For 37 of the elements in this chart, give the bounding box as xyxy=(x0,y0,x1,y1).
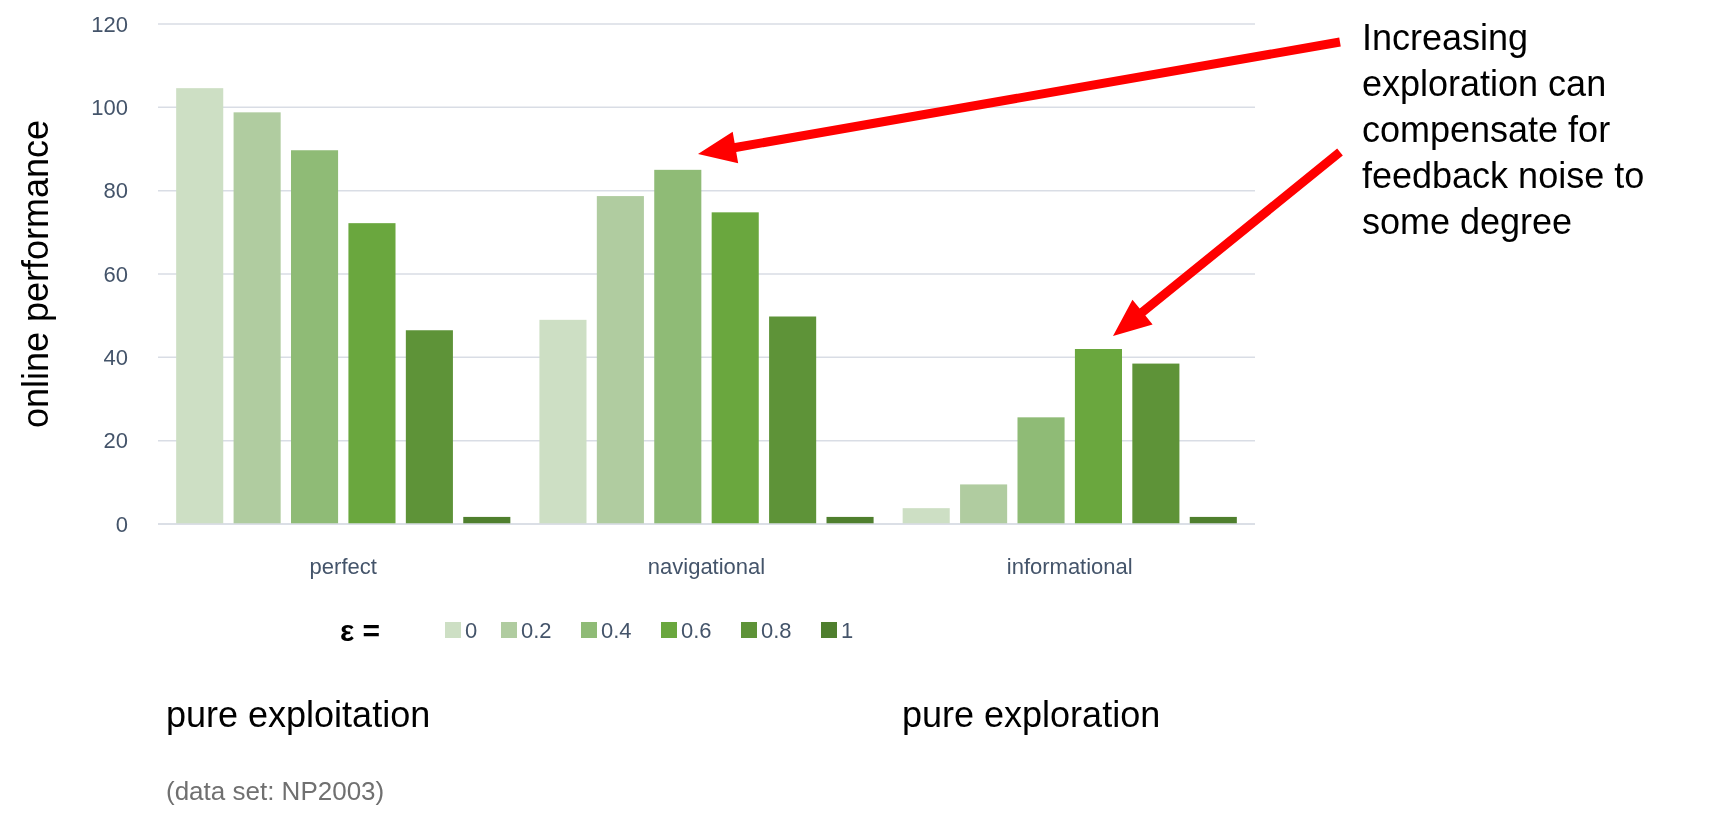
legend-label: 0.2 xyxy=(521,617,552,643)
y-tick-label: 120 xyxy=(91,11,128,37)
text: pure exploitation xyxy=(166,694,431,735)
text: (data set: NP2003) xyxy=(166,776,385,806)
y-axis-title: online performance xyxy=(15,119,56,429)
bar xyxy=(769,316,817,524)
bar xyxy=(1017,417,1065,524)
bar xyxy=(1132,363,1180,524)
text: Increasing exploration can compensate for feedback noise to some degree xyxy=(1362,17,1645,242)
bar xyxy=(348,223,396,524)
bar xyxy=(405,330,453,524)
bar xyxy=(176,88,224,524)
bar xyxy=(233,112,281,524)
legend-label: 1 xyxy=(841,617,854,643)
y-tick-label: 80 xyxy=(103,178,128,204)
bar xyxy=(711,212,759,524)
bar xyxy=(960,484,1008,524)
x-tick-label: informational xyxy=(1006,554,1133,579)
x-tick-label: navigational xyxy=(647,554,766,579)
legend-label: 0.6 xyxy=(681,617,712,643)
bar xyxy=(1074,349,1122,524)
legend-title: ε = xyxy=(340,613,381,647)
legend-label: 0.4 xyxy=(601,617,632,643)
bar xyxy=(902,508,950,524)
y-tick-label: 40 xyxy=(103,345,128,371)
x-tick-label: perfect xyxy=(309,554,377,579)
y-tick-label: 60 xyxy=(103,261,128,287)
legend-label: 0.8 xyxy=(761,617,792,643)
y-tick-label: 100 xyxy=(91,95,128,121)
bar xyxy=(539,319,587,524)
bar xyxy=(291,150,339,524)
text: pure exploration xyxy=(902,694,1161,735)
y-tick-label: 0 xyxy=(115,511,128,537)
y-tick-label: 20 xyxy=(103,428,128,454)
bar xyxy=(654,169,702,524)
legend-label: 0 xyxy=(465,617,478,643)
bar xyxy=(596,196,644,524)
